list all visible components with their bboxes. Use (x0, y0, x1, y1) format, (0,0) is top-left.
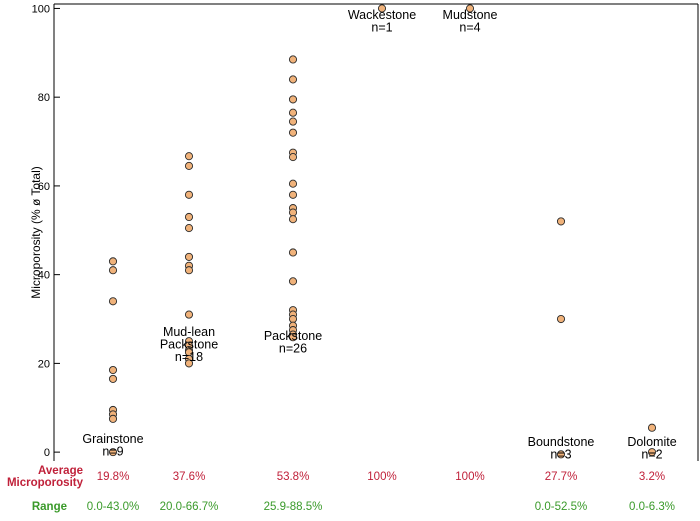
y-tick-label: 20 (38, 358, 50, 370)
y-tick-label: 100 (32, 3, 50, 15)
data-point (288, 75, 298, 84)
range-value: 20.0-66.7% (160, 501, 219, 513)
axes (53, 3, 699, 461)
category-count-label: n=4 (459, 21, 480, 35)
data-point (288, 108, 298, 117)
data-point (184, 266, 194, 275)
data-point (184, 161, 194, 170)
data-point (288, 117, 298, 126)
category-name-label: Packstone (264, 329, 322, 343)
data-point (108, 414, 118, 423)
data-point (184, 224, 194, 233)
average-value: 53.8% (277, 471, 310, 483)
data-point (288, 248, 298, 257)
data-point (108, 266, 118, 275)
category-count-label: n=2 (641, 448, 662, 462)
range-value: 25.9-88.5% (264, 501, 323, 513)
category-count-label: n=3 (550, 448, 571, 462)
category-name-label: Mudstone (443, 8, 498, 22)
category-count-label: n=18 (175, 350, 203, 364)
data-point (556, 314, 566, 324)
data-point (184, 252, 194, 261)
average-value: 27.7% (545, 471, 578, 483)
data-point (288, 333, 298, 342)
range-value: 0.0-43.0% (87, 501, 139, 513)
data-point (288, 179, 298, 188)
category-name-label: Dolomite (627, 435, 676, 449)
category-count-label: n=26 (279, 342, 307, 356)
y-axis-label: Microporosity (% ø Total) (29, 166, 43, 298)
category-name-label: Mud-lean (163, 325, 215, 339)
average-value: 100% (367, 471, 396, 483)
category-name-label: Grainstone (82, 432, 143, 446)
average-value: 37.6% (173, 471, 206, 483)
average-microporosity-title: Microporosity (7, 477, 84, 489)
data-point (108, 374, 118, 383)
data-point (556, 450, 566, 459)
range-value: 0.0-6.3% (629, 501, 675, 513)
data-points (108, 4, 657, 459)
data-point (288, 277, 298, 286)
data-point (377, 4, 387, 13)
data-point (288, 314, 298, 324)
data-point (465, 4, 475, 13)
data-point (108, 448, 118, 457)
data-point (288, 55, 298, 64)
data-point (647, 448, 657, 457)
data-point (184, 359, 194, 368)
data-point (288, 153, 298, 162)
category-count-label: n=9 (102, 445, 123, 459)
data-point (556, 217, 566, 226)
data-point (108, 365, 118, 375)
data-point (184, 190, 194, 199)
category-labels: Grainstonen=9Mud-leanPackstonen=18Packst… (82, 8, 676, 462)
average-value: 100% (455, 471, 484, 483)
range-value: 0.0-52.5% (535, 501, 587, 513)
data-point (288, 208, 298, 217)
average-value: 19.8% (97, 471, 130, 483)
y-tick-label: 0 (44, 447, 50, 459)
data-point (288, 95, 298, 104)
y-ticks: 0 20 40 60 80 100 (32, 3, 60, 459)
category-name-label: Wackestone (348, 8, 416, 22)
category-name-label: Boundstone (528, 435, 595, 449)
data-point (288, 215, 298, 224)
y-tick-label: 40 (38, 270, 50, 282)
data-point (288, 190, 298, 199)
category-name-label: Packstone (160, 338, 218, 352)
data-point (288, 128, 298, 137)
category-count-label: n=1 (371, 21, 392, 35)
data-point (108, 297, 118, 306)
range-title: Range (32, 501, 67, 513)
average-value: 3.2% (639, 471, 665, 483)
average-microporosity-title: Average (38, 465, 83, 477)
data-point (184, 212, 194, 222)
data-point (184, 152, 194, 161)
y-tick-label: 60 (38, 181, 50, 193)
data-point (108, 257, 118, 266)
y-tick-label: 80 (38, 92, 50, 104)
data-point (184, 310, 194, 319)
data-point (647, 423, 657, 432)
